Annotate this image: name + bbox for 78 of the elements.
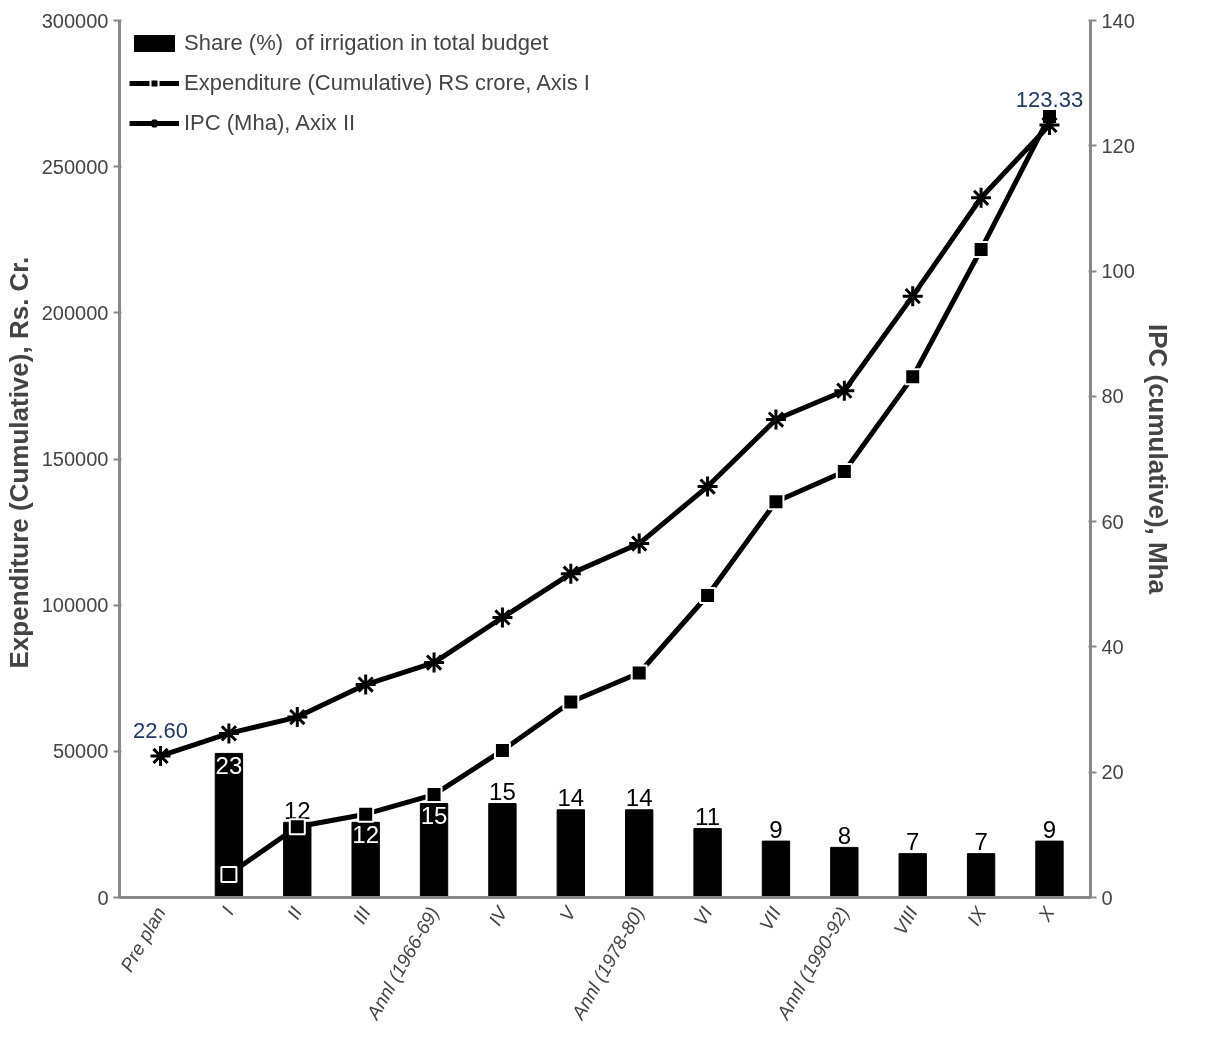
point: [832, 379, 856, 403]
point: [357, 805, 375, 823]
x-tick-label: VIII: [889, 902, 923, 939]
point: [627, 532, 651, 556]
point: [904, 368, 922, 386]
data-label: 14: [557, 784, 585, 812]
point: [901, 284, 925, 308]
bar: [693, 828, 722, 898]
point: [285, 705, 309, 729]
data-label: 15: [489, 778, 516, 806]
point: [696, 475, 720, 499]
data-label: 12: [352, 820, 380, 848]
legend-label: Expenditure (Cumulative) RS crore, Axis I: [184, 70, 590, 96]
point: [764, 408, 788, 432]
bar: [966, 853, 996, 898]
legend-label: Share (%) of irrigation in total budget: [184, 30, 549, 56]
data-label: 9: [1042, 815, 1057, 843]
data-label: 9: [769, 815, 783, 843]
x-tick-label: VII: [755, 902, 786, 934]
data-label: 14: [625, 784, 653, 812]
y2-tick-label: 40: [1101, 635, 1124, 658]
point: [288, 818, 306, 836]
bar: [488, 803, 517, 898]
x-tick-label: VI: [689, 902, 718, 930]
y2-tick-label: 80: [1101, 385, 1124, 408]
point: [972, 240, 990, 258]
bar: [898, 853, 927, 898]
x-tick-label: III: [348, 902, 376, 928]
x-tick-label: IX: [963, 902, 991, 930]
bar: [830, 846, 859, 898]
bar: [625, 809, 654, 898]
y-tick-label: 50000: [52, 740, 109, 763]
point: [559, 562, 583, 586]
y2-tick-label: 0: [1101, 886, 1113, 909]
point: [767, 493, 785, 511]
point: [354, 673, 378, 697]
point: [969, 186, 993, 210]
point: [220, 865, 238, 883]
y2-axis-title: IPC (cumulative), Mha: [1142, 323, 1173, 595]
point: [422, 651, 446, 675]
data-label: 123.33: [1015, 87, 1084, 113]
y-tick-label: 0: [97, 886, 109, 909]
x-tick-label: II: [282, 902, 307, 923]
data-label: 23: [215, 751, 243, 779]
y2-tick-label: 140: [1101, 9, 1135, 32]
y-tick-label: 250000: [41, 155, 109, 178]
point: [217, 721, 241, 745]
bar: [761, 840, 791, 898]
point: [699, 587, 717, 605]
y-axis-title: Expenditure (Cumulative), Rs. Cr.: [3, 256, 34, 669]
x-tick-label: X: [1033, 902, 1060, 926]
data-label: 22.60: [133, 718, 189, 744]
y2-tick-label: 120: [1101, 134, 1135, 157]
data-label: 12: [283, 796, 311, 824]
y-tick-label: 200000: [41, 301, 109, 324]
bar: [556, 809, 585, 898]
y2-tick-label: 20: [1101, 761, 1124, 784]
point: [149, 744, 173, 768]
point: [562, 693, 580, 711]
y-tick-label: 150000: [41, 448, 109, 470]
point: [630, 664, 648, 682]
x-tick-label: V: [555, 901, 582, 925]
data-label: 11: [695, 803, 721, 831]
point: [493, 741, 511, 759]
x-tick-label: I: [217, 902, 239, 919]
x-tick-label: IV: [484, 901, 513, 930]
y2-tick-label: 100: [1101, 260, 1135, 283]
legend-label: IPC (Mha), Axix II: [184, 110, 356, 136]
y-tick-label: 300000: [41, 9, 109, 32]
data-label: 7: [974, 828, 988, 856]
point: [490, 605, 514, 629]
y2-tick-label: 60: [1101, 510, 1124, 533]
data-label: 7: [906, 828, 920, 856]
y-tick-label: 100000: [41, 594, 109, 617]
x-tick-label: Pre plan: [116, 903, 170, 976]
data-label: 15: [420, 802, 448, 830]
data-label: 8: [837, 821, 852, 849]
bar: [1035, 840, 1064, 898]
